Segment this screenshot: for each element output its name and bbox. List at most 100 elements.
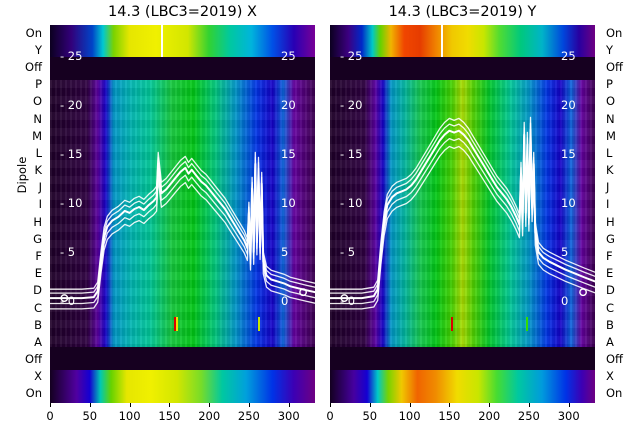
inner-tick-label: - 10 bbox=[340, 196, 363, 211]
inner-tick-label: 10 bbox=[281, 196, 296, 211]
inner-tick-label: 5 bbox=[281, 245, 289, 260]
inner-tick-label: - 15 bbox=[60, 147, 83, 162]
inner-tick-label: 20 bbox=[561, 98, 576, 113]
x-tick-mark bbox=[248, 403, 250, 407]
x-tick-mark bbox=[489, 403, 491, 407]
flag-marker bbox=[258, 317, 261, 331]
inner-tick-label: - 0 bbox=[340, 294, 356, 308]
dipole-tick-label: O bbox=[32, 94, 42, 109]
x-tick-label: 0 bbox=[326, 409, 334, 423]
x-tick-mark bbox=[369, 403, 371, 407]
inner-tick-label: - 15 bbox=[340, 147, 363, 162]
inner-tick-label: 10 bbox=[561, 196, 576, 211]
dipole-tick-label: Off bbox=[25, 352, 42, 366]
inner-tick-label: - 25 bbox=[60, 49, 83, 64]
x-axis-right: 0 50 100 150 200 250 300 bbox=[326, 403, 595, 433]
x-tick-label: 250 bbox=[237, 409, 260, 423]
inner-tick-label: 15 bbox=[281, 147, 296, 162]
x-tick-mark bbox=[409, 403, 411, 407]
dipole-tick-label: X bbox=[606, 369, 614, 384]
inner-axis-labels-right-y: 25 20 15 10 5 0 bbox=[561, 25, 595, 403]
dipole-tick-label: H bbox=[606, 214, 615, 229]
x-tick-label: 150 bbox=[438, 409, 461, 423]
inner-tick-label: 25 bbox=[561, 49, 576, 64]
heatmap-panel-x[interactable]: - 25 - 20 - 15 - 10 - 5 - 0 25 20 15 10 5 0 bbox=[50, 25, 315, 403]
inner-tick-label: - 0 bbox=[60, 294, 76, 308]
dipole-tick-label: D bbox=[33, 283, 42, 298]
dipole-tick-label: I bbox=[38, 197, 42, 212]
x-tick-label: 50 bbox=[362, 409, 378, 423]
y-axis-ticks-left: On Y Off P O N M L K J I H G F E D C B A Off X On bbox=[0, 25, 46, 403]
dipole-tick-label: E bbox=[606, 266, 614, 281]
x-tick-label: 200 bbox=[478, 409, 501, 423]
dipole-tick-label: C bbox=[606, 300, 615, 315]
inner-tick-label: 25 bbox=[281, 49, 296, 64]
x-tick-label: 50 bbox=[82, 409, 98, 423]
panel-title-y: 14.3 (LBC3=2019) Y bbox=[388, 4, 537, 20]
inner-tick-label: 15 bbox=[561, 147, 576, 162]
dipole-tick-label: C bbox=[33, 300, 42, 315]
inner-tick-label: 20 bbox=[281, 98, 296, 113]
dipole-tick-label: J bbox=[606, 180, 610, 195]
x-tick-label: 300 bbox=[277, 409, 300, 423]
inner-tick-label: - 20 bbox=[340, 98, 363, 113]
frame-separator-line bbox=[441, 25, 444, 57]
top-spectral-strip-y bbox=[330, 25, 595, 57]
flag-marker bbox=[450, 317, 453, 331]
x-tick-mark bbox=[169, 403, 171, 407]
dipole-tick-label: O bbox=[606, 94, 616, 109]
dipole-tick-label: B bbox=[34, 317, 42, 332]
inner-axis-labels-left-y: - 25 - 20 - 15 - 10 - 5 - 0 bbox=[334, 25, 394, 403]
lower-dark-gap-y bbox=[330, 347, 595, 370]
x-tick-mark bbox=[288, 403, 290, 407]
x-tick-mark bbox=[129, 403, 131, 407]
bottom-spectral-strip-y bbox=[330, 370, 595, 403]
inner-tick-label: 0 bbox=[561, 294, 569, 308]
x-tick-mark bbox=[330, 403, 331, 407]
inner-tick-label: - 25 bbox=[340, 49, 363, 64]
dipole-tick-label: Y bbox=[34, 42, 42, 57]
upper-dark-gap-y bbox=[330, 57, 595, 80]
dipole-tick-label: Off bbox=[606, 352, 623, 366]
inner-axis-labels-left-x: - 25 - 20 - 15 - 10 - 5 - 0 bbox=[54, 25, 114, 403]
dipole-tick-label: G bbox=[606, 231, 615, 246]
panel-title-x: 14.3 (LBC3=2019) X bbox=[108, 4, 257, 20]
dipole-tick-label: D bbox=[606, 283, 615, 298]
x-tick-mark bbox=[528, 403, 530, 407]
heatmap-panel-y[interactable]: - 25 - 20 - 15 - 10 - 5 - 0 25 20 15 10 5 0 bbox=[330, 25, 595, 403]
dipole-tick-label: P bbox=[35, 77, 42, 92]
dipole-tick-label: K bbox=[34, 163, 42, 177]
dipole-tick-label: L bbox=[606, 145, 613, 160]
dipole-tick-label: K bbox=[606, 163, 614, 177]
dipole-tick-label: G bbox=[33, 231, 42, 246]
dipole-tick-label: J bbox=[38, 180, 42, 195]
x-tick-mark bbox=[209, 403, 211, 407]
dipole-tick-label: X bbox=[34, 369, 42, 384]
dipole-tick-label: On bbox=[25, 386, 42, 401]
inner-tick-label: - 10 bbox=[60, 196, 83, 211]
flag-marker bbox=[525, 317, 528, 331]
x-tick-label: 100 bbox=[118, 409, 141, 423]
inner-axis-labels-right-x: 25 20 15 10 5 0 bbox=[281, 25, 315, 403]
lower-dark-gap-x bbox=[50, 347, 315, 370]
x-tick-label: 250 bbox=[517, 409, 540, 423]
inner-tick-label: 5 bbox=[561, 245, 569, 260]
dipole-tick-label: F bbox=[35, 249, 42, 263]
x-axis-left: 0 50 100 150 200 250 300 bbox=[46, 403, 315, 433]
dipole-tick-label: A bbox=[34, 334, 42, 349]
dipole-tick-label: Y bbox=[606, 42, 614, 57]
dipole-tick-label: L bbox=[35, 145, 42, 160]
dipole-tick-label: On bbox=[606, 386, 623, 401]
frame-separator-line bbox=[161, 25, 164, 57]
upper-dark-gap-x bbox=[50, 57, 315, 80]
x-tick-label: 150 bbox=[158, 409, 181, 423]
dipole-tick-label: P bbox=[606, 77, 613, 92]
dipole-tick-label: B bbox=[606, 317, 614, 332]
dipole-tick-label: A bbox=[606, 334, 614, 349]
x-tick-mark bbox=[89, 403, 91, 407]
dipole-tick-label: On bbox=[606, 25, 623, 40]
top-spectral-strip-x bbox=[50, 25, 315, 57]
x-tick-mark bbox=[568, 403, 570, 407]
dipole-tick-label: Off bbox=[25, 60, 42, 74]
